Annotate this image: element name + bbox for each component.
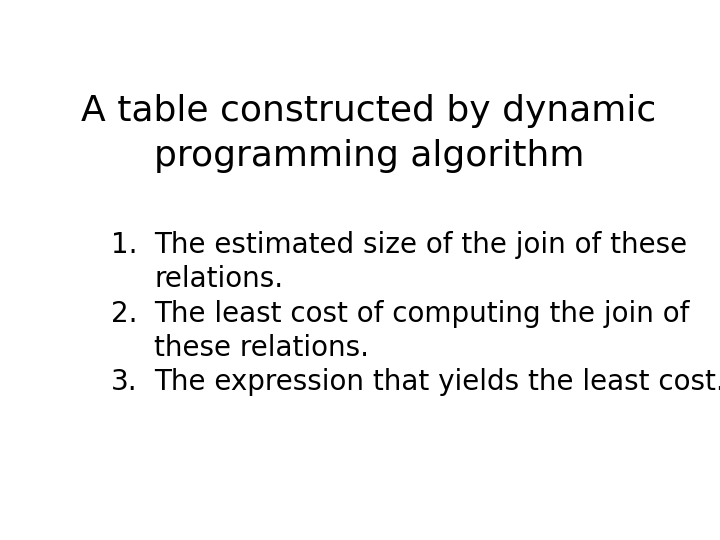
Text: these relations.: these relations. xyxy=(154,334,369,362)
Text: 2.: 2. xyxy=(111,300,138,328)
Text: 3.: 3. xyxy=(111,368,138,396)
Text: The estimated size of the join of these: The estimated size of the join of these xyxy=(154,231,688,259)
Text: The expression that yields the least cost.: The expression that yields the least cos… xyxy=(154,368,720,396)
Text: 1.: 1. xyxy=(111,231,138,259)
Text: The least cost of computing the join of: The least cost of computing the join of xyxy=(154,300,690,328)
Text: relations.: relations. xyxy=(154,265,283,293)
Text: A table constructed by dynamic
programming algorithm: A table constructed by dynamic programmi… xyxy=(81,94,657,173)
